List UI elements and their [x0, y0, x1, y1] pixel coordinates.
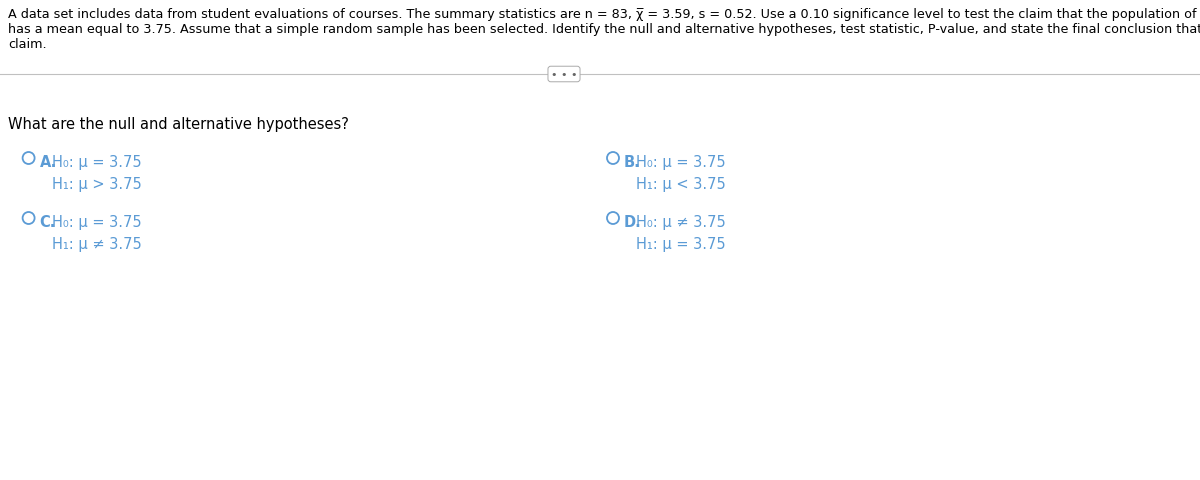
Text: H₀: μ = 3.75: H₀: μ = 3.75 [52, 155, 142, 169]
Text: has a mean equal to 3.75. Assume that a simple random sample has been selected. : has a mean equal to 3.75. Assume that a … [8, 23, 1200, 36]
Text: H₀: μ = 3.75: H₀: μ = 3.75 [636, 155, 726, 169]
Text: C.: C. [40, 215, 56, 229]
Text: A.: A. [40, 155, 56, 169]
Text: • • •: • • • [551, 70, 577, 80]
Text: H₁: μ > 3.75: H₁: μ > 3.75 [52, 177, 142, 192]
Text: D.: D. [624, 215, 642, 229]
Text: H₁: μ ≠ 3.75: H₁: μ ≠ 3.75 [52, 237, 142, 252]
Text: claim.: claim. [8, 38, 47, 51]
Text: H₁: μ = 3.75: H₁: μ = 3.75 [636, 237, 726, 252]
Text: H₀: μ = 3.75: H₀: μ = 3.75 [52, 215, 142, 229]
Text: H₀: μ ≠ 3.75: H₀: μ ≠ 3.75 [636, 215, 726, 229]
Text: B.: B. [624, 155, 641, 169]
Text: H₁: μ < 3.75: H₁: μ < 3.75 [636, 177, 726, 192]
Text: What are the null and alternative hypotheses?: What are the null and alternative hypoth… [8, 117, 349, 132]
Text: A data set includes data from student evaluations of courses. The summary statis: A data set includes data from student ev… [8, 8, 1200, 21]
